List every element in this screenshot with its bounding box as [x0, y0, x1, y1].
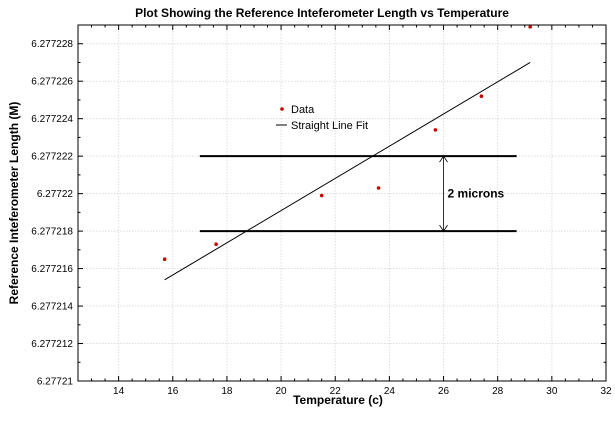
x-tick-label: 16: [167, 386, 179, 397]
x-tick-label: 24: [384, 386, 396, 397]
y-tick-label: 6.277216: [31, 264, 73, 275]
data-point: [319, 193, 324, 198]
y-tick-label: 6.277222: [31, 152, 73, 163]
x-tick-label: 30: [546, 386, 558, 397]
data-point: [528, 25, 532, 29]
arrow-head-bottom: [439, 224, 448, 232]
data-point: [433, 128, 438, 132]
x-tick-label: 18: [221, 386, 233, 397]
y-tick-label: 6.277218: [31, 227, 73, 238]
y-axis-label: Reference Inteferometer Length (M): [7, 102, 21, 305]
data-point: [162, 257, 167, 262]
arrow-head-top: [439, 155, 448, 163]
x-tick-label: 22: [330, 386, 342, 397]
data-point: [214, 242, 218, 247]
y-tick-label: 6.277212: [31, 339, 73, 350]
y-tick-label: 6.27721: [37, 377, 74, 388]
arrow-label: 2 microns: [448, 187, 505, 201]
fit-line-group: [164, 62, 531, 281]
x-tick-label: 28: [492, 386, 504, 397]
measurement-arrow: [439, 155, 448, 232]
data-point: [376, 186, 381, 190]
y-tick-label: 6.277228: [31, 39, 73, 50]
x-tick-label: 20: [276, 386, 288, 397]
y-tick-label: 6.27722: [37, 189, 74, 200]
data-point: [479, 94, 484, 98]
data-points: [162, 25, 532, 262]
y-tick-label: 6.277214: [31, 302, 73, 313]
y-tick-label: 6.277226: [31, 77, 73, 88]
x-axis-label: Temperature (c): [293, 393, 383, 407]
y-tick-labels: 6.27721 6.277212 6.277214 6.277216 6.277218 6…: [31, 39, 73, 387]
legend-data-marker: [280, 107, 284, 111]
legend-data-label: Data: [291, 104, 315, 116]
fit-line: [164, 62, 531, 281]
legend: Data Straight Line Fit: [276, 104, 368, 132]
axis-ticks: [77, 24, 607, 382]
plot-frame: [77, 24, 607, 382]
legend-fit-label: Straight Line Fit: [291, 120, 368, 132]
chart-title: Plot Showing the Reference Inteferometer…: [135, 6, 509, 20]
reference-lines: [199, 155, 517, 233]
x-tick-label: 26: [438, 386, 450, 397]
x-tick-labels: 14 16 18 20 22 24 26 28 30 32: [113, 386, 612, 397]
y-tick-label: 6.277224: [31, 114, 73, 125]
x-tick-label: 32: [600, 386, 612, 397]
x-tick-label: 14: [113, 386, 125, 397]
